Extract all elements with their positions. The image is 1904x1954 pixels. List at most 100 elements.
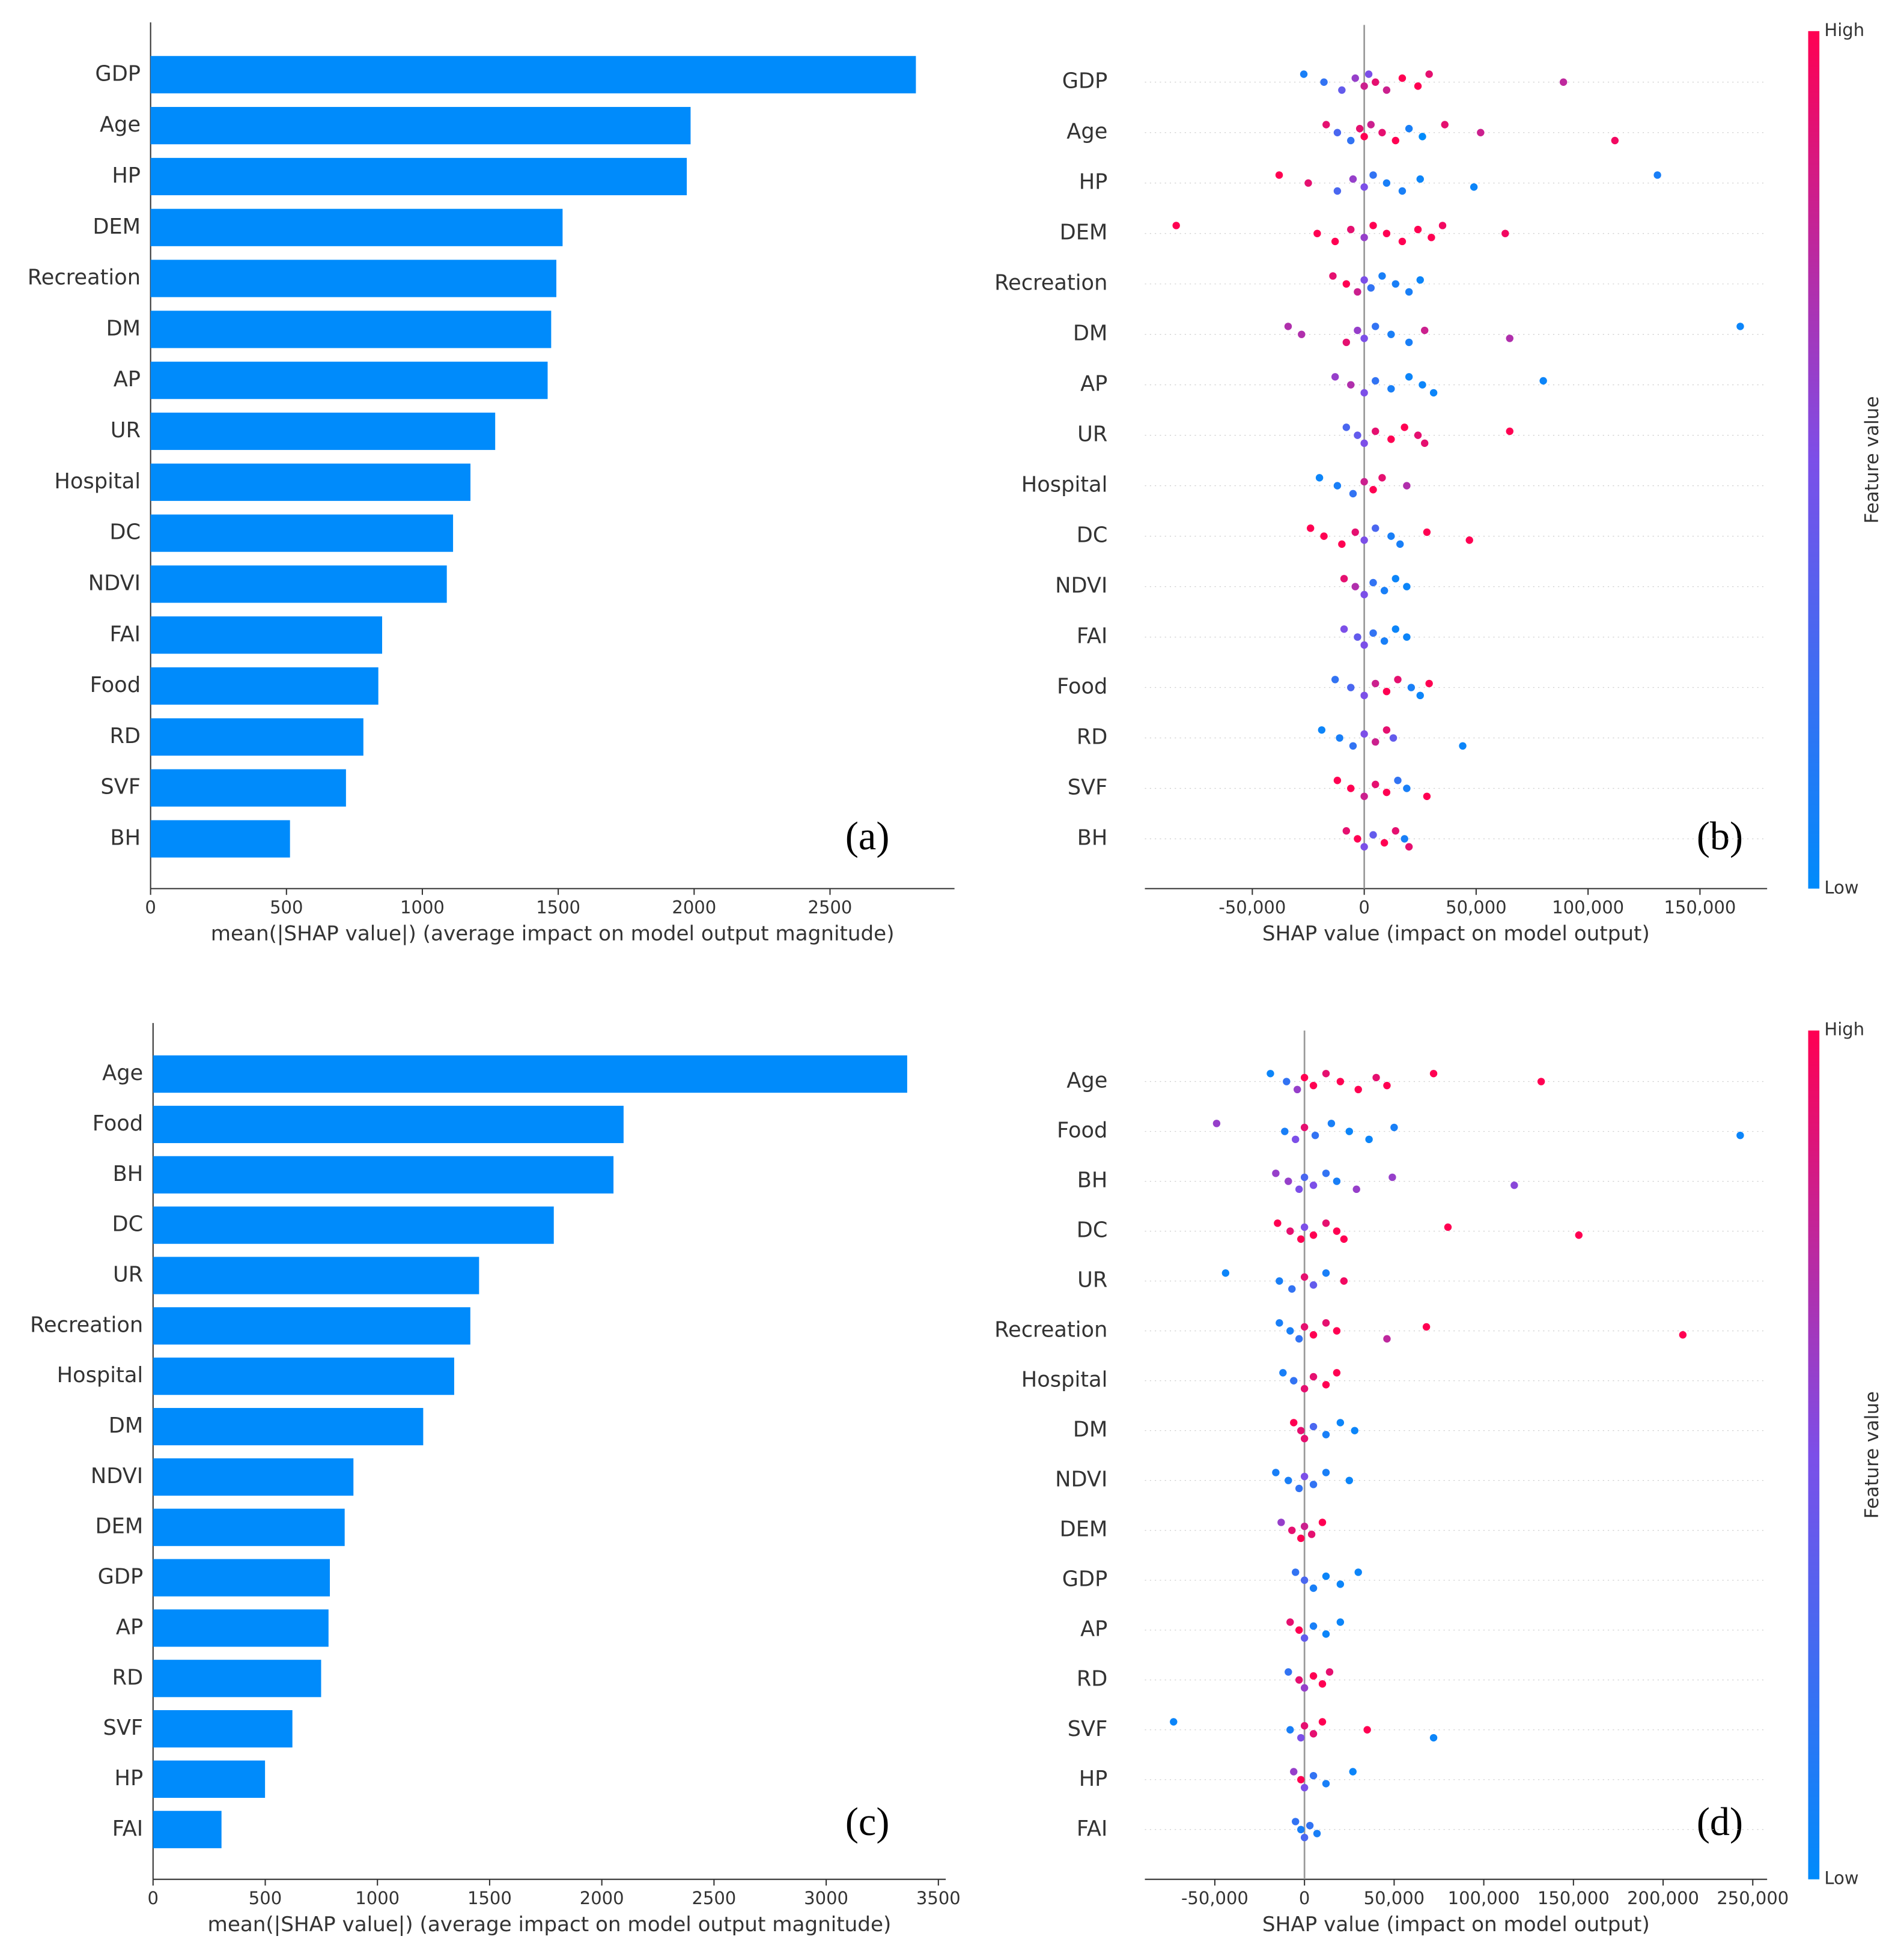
x-axis-label: SHAP value (impact on model output) [1262,1913,1650,1937]
shap-point [1295,1335,1303,1343]
y-tick-label: GDP [95,61,141,86]
shap-point [1300,1472,1309,1481]
shap-point [1172,222,1180,229]
bar [153,1257,479,1294]
shap-point [1360,691,1368,700]
shap-point [1360,792,1368,801]
shap-point [1331,373,1339,381]
shap-point [1441,121,1449,129]
x-axis-label: mean(|SHAP value|) (average impact on mo… [211,922,895,946]
shap-point [1309,1331,1318,1339]
y-tick-label: RD [1077,1667,1108,1692]
panel-label: (c) [845,1800,890,1844]
shap-point [1372,377,1379,385]
shap-point [1360,590,1368,599]
x-tick-label: 0 [1299,1888,1310,1908]
shap-point [1360,730,1368,738]
shap-point [1300,1522,1309,1531]
shap-point [1401,423,1408,431]
colorbar [1808,1030,1820,1880]
shap-point [1423,528,1431,536]
shap-point [1300,70,1308,78]
shap-point [1309,1081,1318,1090]
shap-point [1309,1730,1318,1738]
y-tick-label: GDP [1062,69,1108,94]
shap-point [1333,1369,1341,1377]
bar [153,1660,321,1698]
bar [153,1710,293,1748]
shap-point [1286,1618,1294,1626]
shap-point [1383,1335,1391,1343]
shap-point [1340,1235,1348,1243]
shap-point [1221,1269,1230,1277]
panel: -50,000 0 50,000 100,000 150,000 200,000 250,0… [994,1019,1883,1937]
x-axis-label: mean(|SHAP value|) (average impact on mo… [208,1913,892,1937]
shap-point [1407,684,1416,691]
y-tick-label: AP [1080,1617,1107,1642]
shap-point [1336,1078,1345,1085]
shap-point [1360,478,1368,486]
shap-point [1736,323,1744,330]
shap-point [1292,1568,1300,1576]
shap-point [1318,1680,1327,1688]
shap-point [1388,1173,1396,1182]
shap-point [1465,536,1473,544]
shap-point [1423,792,1431,801]
y-tick-label: HP [112,163,141,188]
shap-point [1338,86,1346,94]
y-tick-label: UR [1077,422,1107,447]
y-tick-label: BH [1077,826,1108,851]
shap-point [1279,1369,1287,1377]
shap-point [1382,788,1391,796]
y-tick-label: DC [109,520,141,545]
bar [153,1055,907,1093]
bar [150,311,552,348]
shap-point [1276,1319,1283,1327]
shap-point [1347,684,1355,691]
shap-point [1322,121,1330,129]
shap-point [1331,676,1339,684]
shap-point [1420,439,1429,448]
shap-point [1403,583,1411,590]
shap-point [1288,1526,1296,1534]
shap-point [1300,1173,1309,1182]
x-tick-label: 0 [145,897,156,918]
x-tick-label: 150,000 [1664,897,1736,918]
shap-point [1367,284,1375,292]
shap-point [1389,734,1398,742]
y-tick-label: RD [109,724,141,748]
shap-point [1352,1185,1360,1194]
bar [153,1307,470,1345]
y-tick-label: Hospital [57,1363,144,1388]
shap-point [1387,435,1395,443]
y-tick-label: DEM [95,1514,143,1539]
shap-point [1398,74,1407,82]
shap-point [1283,1078,1291,1085]
y-tick-label: AP [116,1615,143,1639]
shap-point [1276,1277,1283,1285]
bar [150,463,471,501]
shap-point [1274,1219,1282,1227]
shap-point [1369,578,1377,587]
bar [150,565,447,603]
bar [150,362,548,399]
shap-point [1429,389,1438,397]
bar [150,667,379,705]
shap-point [1327,1120,1336,1127]
shap-point [1392,625,1399,633]
x-tick-label: 3000 [804,1888,848,1908]
shap-point [1322,1572,1330,1580]
shap-point [1322,1319,1330,1327]
shap-point [1342,827,1351,835]
colorbar-label: Feature value [1861,396,1883,524]
shap-point [1349,490,1357,498]
shap-point [1345,1476,1353,1484]
shap-point [1382,687,1391,696]
shap-point [1347,381,1355,389]
shap-point [1347,784,1355,792]
shap-point [1300,1434,1309,1443]
bar [153,1810,222,1848]
bar [150,157,687,196]
shap-point [1347,225,1355,234]
shap-point [1387,330,1395,338]
